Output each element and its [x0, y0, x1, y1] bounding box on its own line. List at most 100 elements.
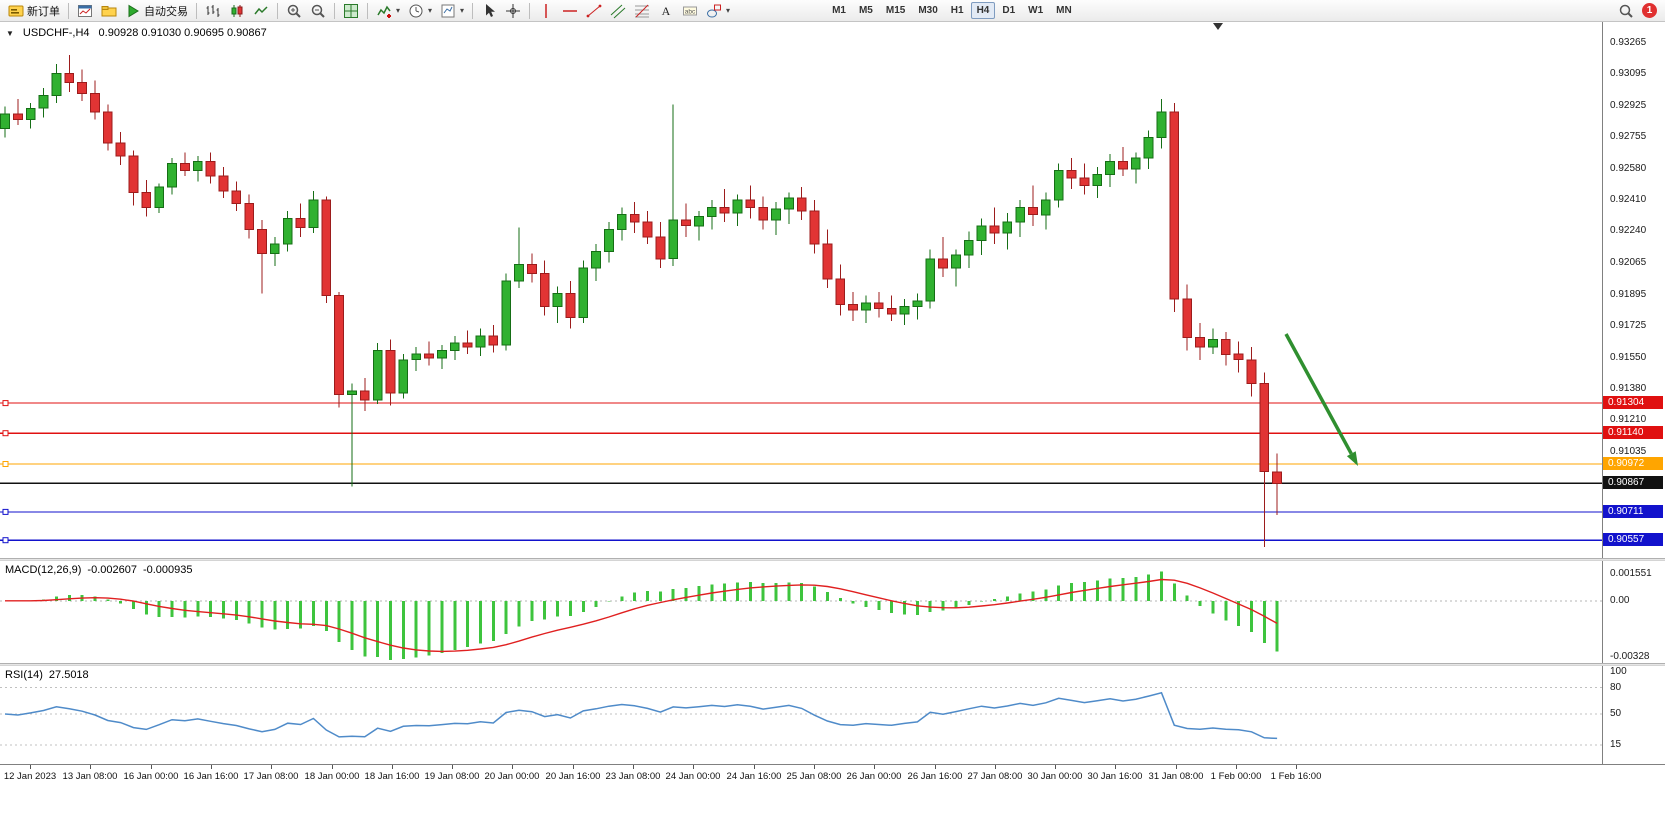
line-anchor-handle[interactable] [2, 461, 9, 467]
candle-up [899, 306, 910, 315]
new-chart-button[interactable] [73, 0, 97, 22]
timeframe-mn-button[interactable]: MN [1056, 5, 1072, 16]
bottom-margin [0, 788, 1665, 832]
timeframe-h1-button[interactable]: H1 [950, 5, 964, 16]
dropdown-caret-icon[interactable]: ▾ [396, 6, 401, 15]
candle-up [308, 199, 319, 229]
vertical-line-button[interactable] [534, 0, 558, 22]
candle-down [13, 113, 23, 120]
crosshair-button[interactable] [501, 0, 525, 22]
candle-down [886, 307, 897, 315]
text-button[interactable]: A [654, 0, 678, 22]
zoom-out-button[interactable] [306, 0, 330, 22]
collapse-chart-icon[interactable]: ▼ [6, 28, 14, 38]
candle-down [745, 199, 756, 208]
candlestick-chart[interactable] [0, 22, 1602, 558]
candle-down [231, 190, 242, 205]
candle-down [295, 217, 306, 229]
candlestick-chart-button[interactable] [225, 0, 249, 22]
bar-chart-button[interactable] [201, 0, 225, 22]
periods-button[interactable]: ▾ [404, 0, 436, 22]
label-icon: abc [682, 3, 698, 19]
time-axis[interactable]: 12 Jan 2023 13 Jan 08:00 16 Jan 00:00 16 Ja… [0, 764, 1665, 788]
notification-badge[interactable]: 1 [1642, 3, 1657, 18]
toolbar-separator [529, 2, 531, 19]
timeframe-w1-button[interactable]: W1 [1028, 5, 1044, 16]
trendline-button[interactable] [582, 0, 606, 22]
text-label-button[interactable]: abc [678, 0, 702, 22]
arrows-shapes-button[interactable]: ▾ [702, 0, 734, 22]
candle-down [1079, 177, 1090, 186]
price-tick: 0.91550 [1610, 352, 1647, 363]
fibonacci-button[interactable] [630, 0, 654, 22]
auto-trading-button[interactable]: 自动交易 [121, 0, 192, 22]
candle-up [591, 251, 602, 269]
toolbar-separator [367, 2, 368, 19]
timeframe-m5-button[interactable]: M5 [858, 5, 873, 16]
timeframe-m1-button[interactable]: M1 [832, 5, 846, 16]
candle-up [604, 228, 614, 252]
price-tick: 0.93265 [1610, 37, 1647, 48]
candle-up [437, 350, 447, 359]
candle-down [321, 199, 332, 297]
line-anchor-handle[interactable] [2, 430, 9, 437]
time-label: 1 Feb 00:00 [1210, 771, 1262, 782]
candle-down [385, 350, 396, 394]
new-order-button[interactable]: 新订单 [4, 0, 64, 22]
indicators-icon [376, 3, 392, 19]
candle-up [1105, 161, 1115, 175]
timeframe-h4-button[interactable]: H4 [970, 2, 996, 19]
zoom-in-button[interactable] [282, 0, 306, 22]
price-axis[interactable]: 0.93265 0.93095 0.92925 0.92755 0.92580 0.924… [1602, 22, 1665, 558]
line-anchor-handle[interactable] [2, 508, 9, 515]
dropdown-caret-icon[interactable]: ▾ [726, 6, 731, 15]
price-tick: 0.91035 [1610, 446, 1647, 457]
price-tick: 0.92240 [1610, 225, 1647, 236]
time-tick [1115, 765, 1116, 769]
candle-up [706, 206, 717, 218]
equidistant-channel-button[interactable] [606, 0, 630, 22]
candle-down [989, 225, 1000, 234]
line-anchor-handle[interactable] [2, 400, 9, 407]
chart-shift-marker[interactable] [1213, 23, 1223, 30]
price-tick: 0.92925 [1610, 100, 1647, 111]
time-tick [573, 765, 574, 769]
time-label: 23 Jan 08:00 [605, 771, 661, 782]
candle-down [102, 111, 113, 144]
macd-signal-line [5, 578, 1278, 653]
timeframe-d1-button[interactable]: D1 [1002, 5, 1016, 16]
candle-up [282, 217, 293, 245]
candle-up [372, 350, 383, 401]
profiles-button[interactable] [97, 0, 121, 22]
time-label: 16 Jan 00:00 [123, 771, 179, 782]
price-chart-panel[interactable]: ▼ USDCHF-,H4 0.90928 0.91030 0.90695 0.9… [0, 22, 1665, 558]
price-marker-resistance-line: 0.91140 [1603, 426, 1663, 439]
macd-axis-tick: -0.00328 [1610, 651, 1650, 662]
panel-splitter[interactable] [0, 558, 1665, 561]
candle-up [514, 263, 524, 282]
timeframe-m30-button[interactable]: M30 [918, 5, 938, 16]
dropdown-caret-icon[interactable]: ▾ [428, 6, 433, 15]
horizontal-line-button[interactable] [558, 0, 582, 22]
search-icon[interactable] [1618, 3, 1634, 19]
svg-text:abc: abc [685, 8, 696, 15]
templates-button[interactable]: ▾ [436, 0, 468, 22]
candle-down [1195, 337, 1205, 348]
time-tick [211, 765, 212, 769]
timeframe-m15-button[interactable]: M15 [885, 5, 906, 16]
time-label: 19 Jan 08:00 [424, 771, 480, 782]
indicators-button[interactable]: ▾ [372, 0, 404, 22]
cursor-button[interactable] [477, 0, 501, 22]
rsi-label: RSI(14) 27.5018 [5, 669, 89, 681]
candle-down [539, 273, 550, 307]
crosshair-icon [505, 3, 521, 19]
panel-splitter[interactable] [0, 663, 1665, 666]
dropdown-caret-icon[interactable]: ▾ [460, 6, 465, 15]
tile-windows-button[interactable] [339, 0, 363, 22]
candle-up [475, 335, 486, 348]
line-anchor-handle[interactable] [2, 537, 9, 544]
time-tick [452, 765, 453, 769]
trend-arrow[interactable] [1284, 333, 1353, 455]
time-label: 16 Jan 16:00 [183, 771, 239, 782]
line-chart-button[interactable] [249, 0, 273, 22]
